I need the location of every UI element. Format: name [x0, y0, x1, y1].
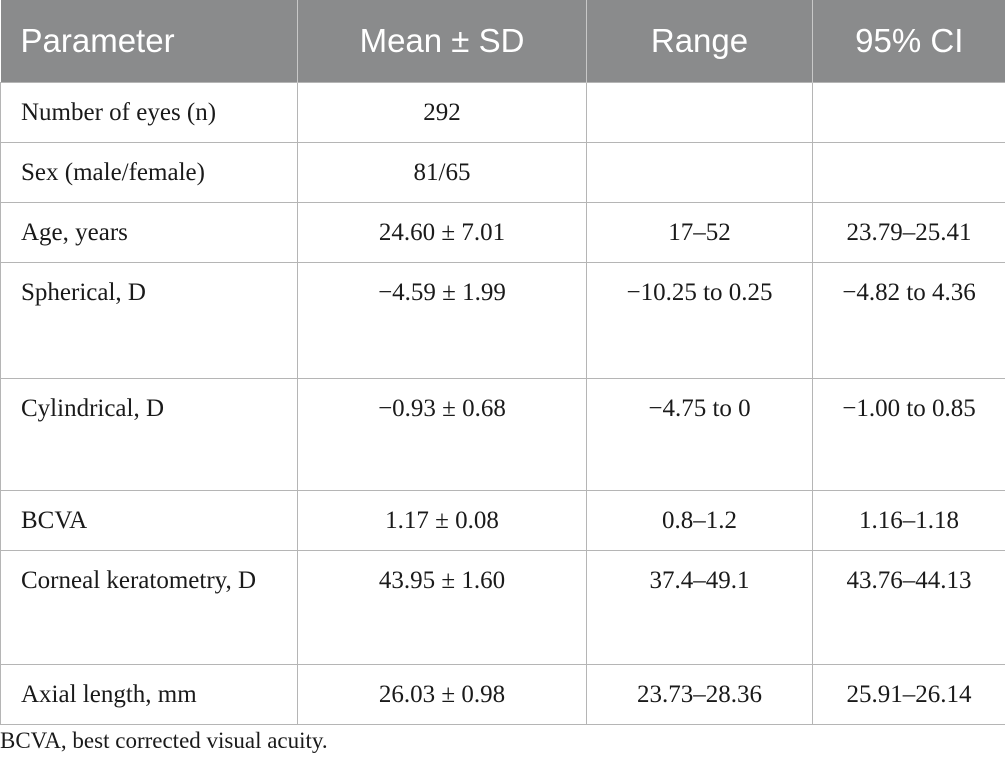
cell-parameter: Age, years	[0, 201, 298, 263]
cell-ci: 25.91–26.14	[812, 663, 1005, 725]
cell-parameter: Corneal keratometry, D	[0, 549, 298, 665]
table-footnote: BCVA, best corrected visual acuity.	[0, 728, 328, 753]
cell-ci: 23.79–25.41	[812, 201, 1005, 263]
table-row: Sex (male/female) 81/65	[0, 141, 1005, 203]
cell-mean-sd: 81/65	[297, 141, 587, 203]
table-row: Spherical, D −4.59 ± 1.99 −10.25 to 0.25…	[0, 261, 1005, 379]
header-row: Parameter Mean ± SD Range 95% CI	[0, 0, 1005, 82]
cell-mean-sd: 43.95 ± 1.60	[297, 549, 587, 665]
cell-ci: −1.00 to 0.85	[812, 377, 1005, 491]
cell-parameter: Number of eyes (n)	[0, 81, 298, 143]
cell-mean-sd: 292	[297, 81, 587, 143]
cell-range: −4.75 to 0	[586, 377, 813, 491]
table-row: Age, years 24.60 ± 7.01 17–52 23.79–25.4…	[0, 201, 1005, 263]
cell-mean-sd: 1.17 ± 0.08	[297, 489, 587, 551]
header-mean-sd: Mean ± SD	[297, 0, 587, 82]
cell-mean-sd: −4.59 ± 1.99	[297, 261, 587, 379]
cell-parameter: Spherical, D	[0, 261, 298, 379]
cell-ci	[812, 81, 1005, 143]
cell-range: 0.8–1.2	[586, 489, 813, 551]
cell-ci: 43.76–44.13	[812, 549, 1005, 665]
cell-ci	[812, 141, 1005, 203]
data-table: Parameter Mean ± SD Range 95% CI Number …	[0, 0, 1005, 725]
cell-parameter: Sex (male/female)	[0, 141, 298, 203]
table-row: BCVA 1.17 ± 0.08 0.8–1.2 1.16–1.18	[0, 489, 1005, 551]
cell-range: −10.25 to 0.25	[586, 261, 813, 379]
cell-range: 17–52	[586, 201, 813, 263]
header-range: Range	[586, 0, 813, 82]
cell-mean-sd: 26.03 ± 0.98	[297, 663, 587, 725]
cell-parameter: BCVA	[0, 489, 298, 551]
table-row: Axial length, mm 26.03 ± 0.98 23.73–28.3…	[0, 663, 1005, 725]
cell-parameter: Axial length, mm	[0, 663, 298, 725]
cell-mean-sd: −0.93 ± 0.68	[297, 377, 587, 491]
table-header: Parameter Mean ± SD Range 95% CI	[0, 0, 1005, 82]
header-95-ci: 95% CI	[812, 0, 1005, 82]
table-row: Number of eyes (n) 292	[0, 81, 1005, 143]
cell-ci: −4.82 to 4.36	[812, 261, 1005, 379]
cell-range	[586, 141, 813, 203]
cell-range: 37.4–49.1	[586, 549, 813, 665]
table-row: Cylindrical, D −0.93 ± 0.68 −4.75 to 0 −…	[0, 377, 1005, 491]
cell-range: 23.73–28.36	[586, 663, 813, 725]
header-parameter: Parameter	[0, 0, 298, 82]
cell-ci: 1.16–1.18	[812, 489, 1005, 551]
cell-mean-sd: 24.60 ± 7.01	[297, 201, 587, 263]
table-body: Number of eyes (n) 292 Sex (male/female)…	[0, 81, 1005, 725]
table-row: Corneal keratometry, D 43.95 ± 1.60 37.4…	[0, 549, 1005, 665]
cell-parameter: Cylindrical, D	[0, 377, 298, 491]
cell-range	[586, 81, 813, 143]
